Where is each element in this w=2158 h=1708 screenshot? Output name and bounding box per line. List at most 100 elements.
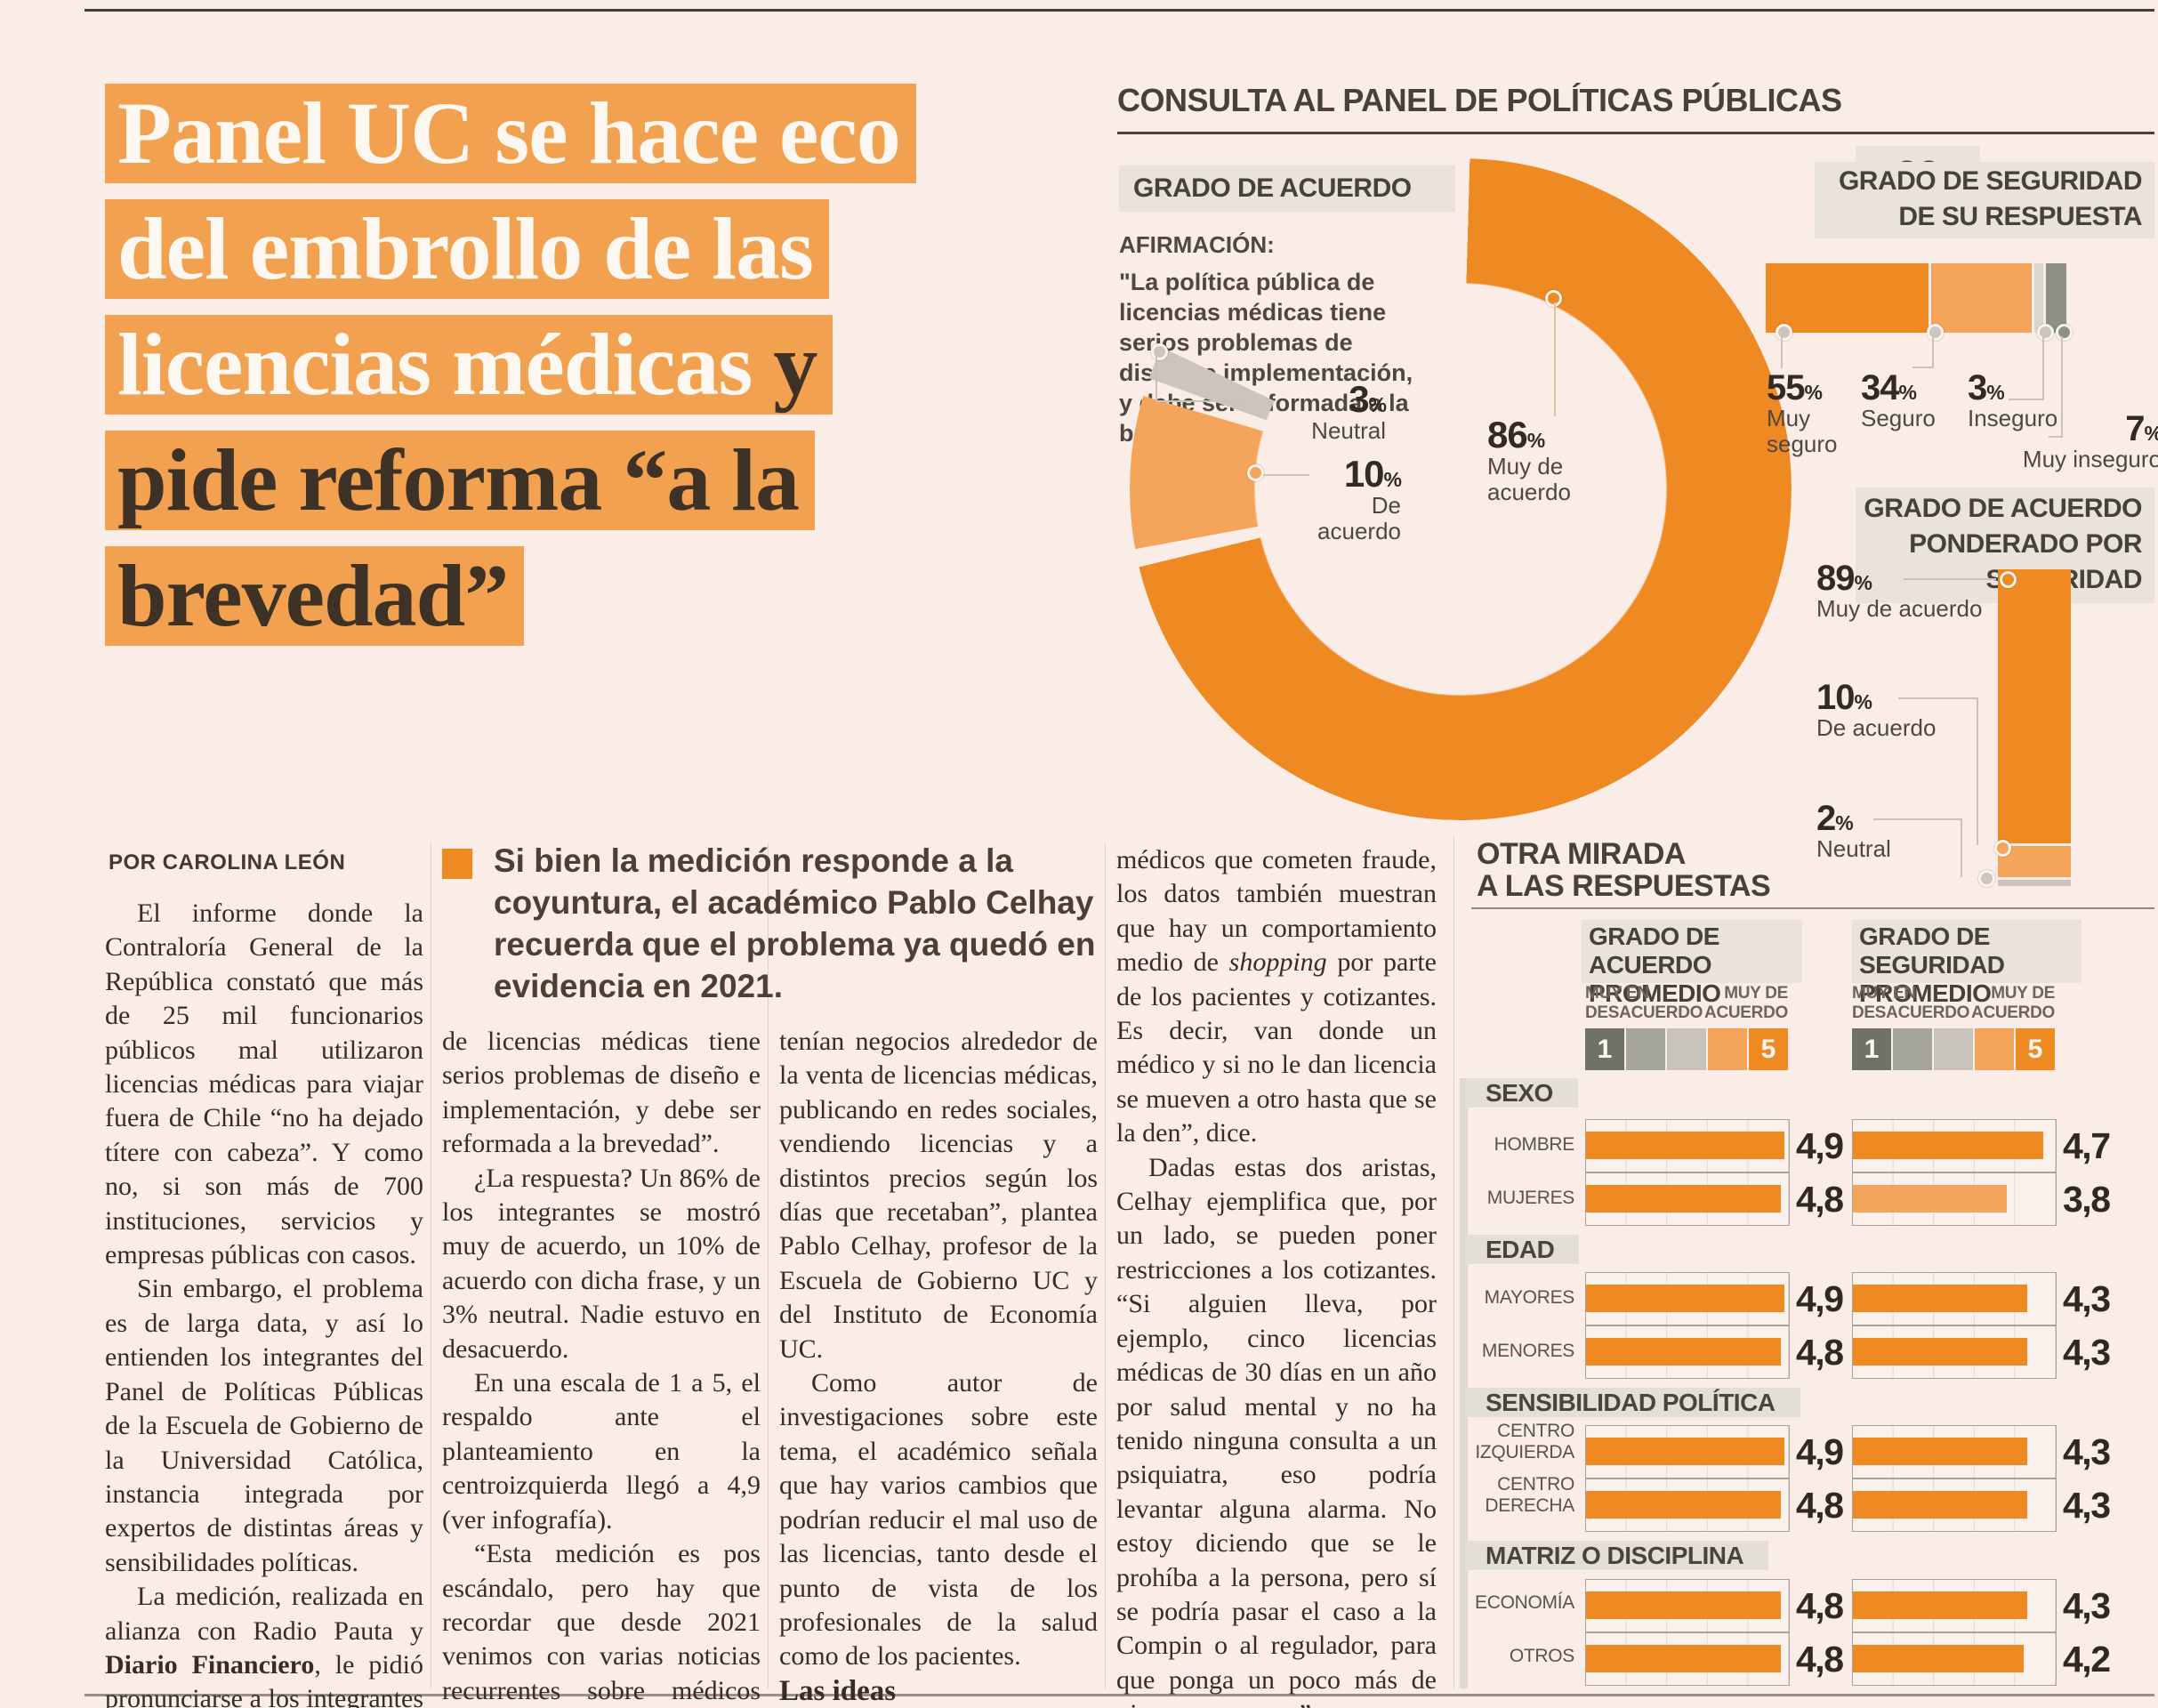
label-inseguro: 3% Inseguro bbox=[1968, 370, 2065, 431]
bar-box-seguridad: 4,3 bbox=[1852, 1272, 2111, 1325]
scale-square-1: 1 bbox=[1852, 1028, 1891, 1070]
byline: POR CAROLINA LEÓN bbox=[109, 850, 346, 874]
label: Inseguro bbox=[1968, 405, 2058, 431]
infographic-title: CONSULTA AL PANEL DE POLÍTICAS PÚBLICAS bbox=[1117, 82, 1842, 118]
callout-line bbox=[1155, 400, 1239, 402]
label: Seguro bbox=[1861, 405, 1936, 431]
bar bbox=[1586, 1591, 1781, 1619]
label-seguro: 34% Seguro bbox=[1861, 370, 1959, 431]
value: 55 bbox=[1767, 368, 1805, 407]
section-band-matriz: MATRIZ O DISCIPLINA bbox=[1466, 1541, 1769, 1570]
callout-line bbox=[1155, 356, 1157, 402]
callout-line bbox=[1263, 474, 1309, 476]
paragraph: Dadas estas dos aristas, Celhay ejemplif… bbox=[1116, 1152, 1437, 1708]
label: Muy inseguro bbox=[2022, 446, 2158, 472]
unit: % bbox=[1835, 811, 1853, 834]
scale-square-3 bbox=[1667, 1028, 1706, 1070]
bar bbox=[1853, 1491, 2028, 1519]
stacked-bar-seguridad bbox=[1766, 263, 2066, 333]
bar-value: 4,8 bbox=[1796, 1585, 1844, 1626]
scale-low-label: MUY EN DESACUERDO bbox=[1852, 984, 1970, 1022]
paragraph: tenían negocios alrededor de la venta de… bbox=[779, 1027, 1098, 1364]
value: 3 bbox=[1349, 378, 1369, 420]
table-top-rule bbox=[1471, 907, 2154, 909]
bar bbox=[1853, 1591, 2028, 1619]
bar-box-seguridad: 4,3 bbox=[1852, 1425, 2111, 1478]
paragraph: médicos que cometen fraude, los datos ta… bbox=[1116, 843, 1437, 1151]
scale-square-4 bbox=[1975, 1028, 2014, 1070]
standfirst: Si bien la medición responde a la coyunt… bbox=[442, 840, 1107, 1007]
paragraph: La medición, realizada en alianza con Ra… bbox=[105, 1580, 423, 1708]
bar-dot bbox=[1994, 840, 2011, 857]
label: Muy seguro bbox=[1767, 405, 1838, 457]
segment-muy-seguro bbox=[1766, 263, 1929, 333]
subhead-las-ideas: Las ideas bbox=[779, 1674, 897, 1707]
title-line: A LAS RESPUESTAS bbox=[1477, 869, 1771, 903]
unit: % bbox=[1368, 393, 1387, 416]
row-label: MENORES bbox=[1481, 1341, 1574, 1361]
bar bbox=[1853, 1338, 2028, 1366]
bar bbox=[1586, 1438, 1785, 1465]
segment-muy-inseguro bbox=[2045, 263, 2066, 333]
bar-dot bbox=[1927, 324, 1944, 341]
callout-line bbox=[2009, 336, 2044, 400]
paragraph-text: por parte de los pacientes y cotizantes.… bbox=[1116, 947, 1437, 1148]
callout-line bbox=[1912, 336, 1934, 368]
body-column-1: El informe donde la Contraloría General … bbox=[105, 897, 423, 1708]
otra-mirada-title: OTRA MIRADA A LAS RESPUESTAS bbox=[1477, 838, 1771, 903]
body-column-3: tenían negocios alrededor de la venta de… bbox=[779, 1025, 1098, 1707]
bar-value: 3,8 bbox=[2063, 1179, 2111, 1220]
label: De acuerdo bbox=[1317, 492, 1401, 544]
label: Muy de acuerdo bbox=[1816, 595, 1983, 622]
label-ponderado-neutral: 2% Neutral bbox=[1816, 801, 1994, 862]
segment-inseguro bbox=[2033, 263, 2043, 333]
label: De acuerdo bbox=[1816, 714, 1937, 741]
header-line: DE SU RESPUESTA bbox=[1898, 202, 2142, 231]
paragraph-text: , le pidió pronunciarse a los integrante… bbox=[105, 1649, 423, 1708]
segment-neutral bbox=[1998, 880, 2071, 886]
row-label: CENTRO DERECHA bbox=[1485, 1474, 1574, 1516]
paragraph: Sin embargo, el problema es de larga dat… bbox=[105, 1274, 423, 1577]
standfirst-text: Si bien la medición responde a la coyunt… bbox=[494, 842, 1096, 1004]
col-header-seguridad: GRADO DE SEGURIDAD PROMEDIO bbox=[1852, 920, 2082, 1007]
label-ponderado-muy-de-acuerdo: 89% Muy de acuerdo bbox=[1816, 560, 1994, 622]
scale-square-2 bbox=[1893, 1028, 1932, 1070]
scale-high-label: MUY DE ACUERDO bbox=[1971, 984, 2055, 1022]
section-band-sensibilidad: SENSIBILIDAD POLÍTICA bbox=[1466, 1388, 1800, 1417]
bar-value: 4,8 bbox=[1796, 1332, 1844, 1373]
bar-value: 4,8 bbox=[1796, 1179, 1844, 1220]
bottom-rule bbox=[85, 1694, 2154, 1696]
paragraph-text: médicos que cometen fraude, los datos ta… bbox=[1116, 845, 1437, 978]
bar bbox=[1586, 1491, 1781, 1519]
headline-line-4: pide reforma “a la bbox=[105, 431, 816, 530]
headline-line-5: brevedad” bbox=[105, 546, 525, 646]
bar-box-seguridad: 4,7 bbox=[1852, 1119, 2111, 1172]
standfirst-bullet-icon bbox=[442, 849, 472, 879]
value: 7 bbox=[2125, 409, 2145, 448]
italic-text: shopping bbox=[1228, 947, 1327, 978]
bar bbox=[1853, 1285, 2028, 1312]
headline-line-1: Panel UC se hace eco bbox=[105, 84, 916, 183]
bar-box-seguridad: 4,2 bbox=[1852, 1632, 2111, 1686]
header-line: GRADO DE ACUERDO bbox=[1864, 494, 2142, 523]
row-label: MAYORES bbox=[1484, 1287, 1575, 1308]
paragraph: ¿La respuesta? Un 86% de los integrantes… bbox=[442, 1163, 761, 1364]
bar bbox=[1586, 1285, 1785, 1312]
headline-line-2: del embrollo de las bbox=[105, 199, 829, 299]
bar-value: 4,3 bbox=[2063, 1332, 2111, 1373]
bar-value: 4,9 bbox=[1796, 1125, 1844, 1166]
scale-high-label: MUY DE ACUERDO bbox=[1704, 984, 1788, 1022]
callout-line bbox=[1554, 302, 1556, 416]
column-rule bbox=[1453, 836, 1454, 1688]
bar-box-acuerdo: 4,9 bbox=[1585, 1272, 1844, 1325]
paragraph: Como autor de investigaciones sobre este… bbox=[779, 1368, 1098, 1672]
callout-line bbox=[1898, 697, 1978, 845]
bar-box-acuerdo: 4,8 bbox=[1585, 1478, 1844, 1532]
unit: % bbox=[1854, 690, 1872, 713]
unit: % bbox=[1383, 468, 1402, 491]
bar-box-seguridad: 4,3 bbox=[1852, 1579, 2111, 1632]
bar-value: 4,3 bbox=[2063, 1585, 2111, 1626]
callout-line bbox=[1781, 336, 1783, 368]
paragraph: En una escala de 1 a 5, el respaldo ante… bbox=[442, 1368, 761, 1535]
bar-value: 4,2 bbox=[2063, 1639, 2111, 1680]
